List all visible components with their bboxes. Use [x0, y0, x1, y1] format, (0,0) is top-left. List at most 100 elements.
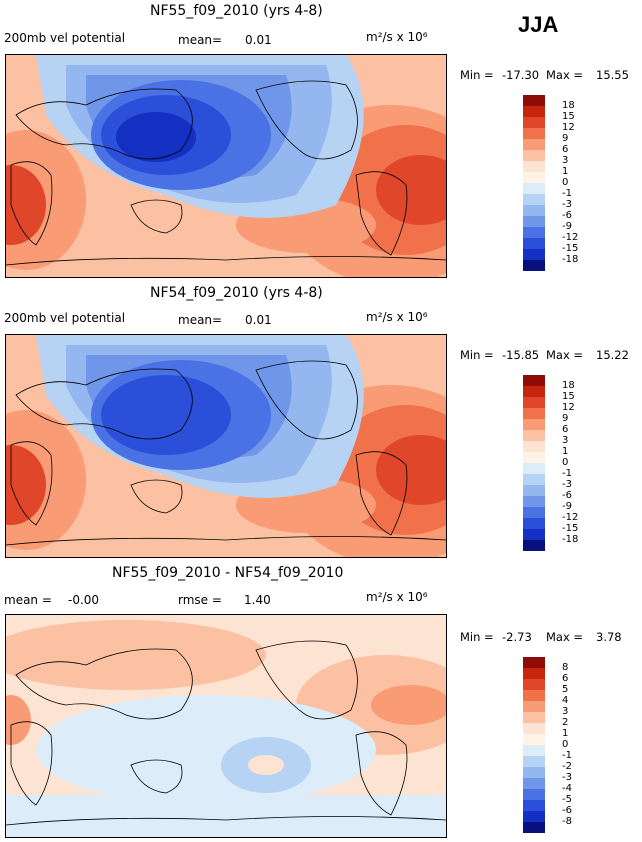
panel-3-level-1: 6	[562, 673, 569, 684]
coast-south-america	[355, 171, 408, 256]
swatch-pos-7	[523, 375, 545, 386]
panel-2-level-12: -12	[562, 512, 579, 523]
panel-1-level-4: 6	[562, 144, 569, 155]
swatch-neg-2	[523, 205, 545, 216]
panel-1-level-10: -6	[562, 210, 572, 221]
panel-1-level-13: -15	[562, 243, 579, 254]
swatch-pos-5	[523, 679, 545, 690]
panel-3-level-0: 8	[562, 662, 569, 673]
panel-2-min-value: -15.85	[502, 348, 540, 362]
panel-3-level-7: 0	[562, 739, 569, 750]
panel-3-level-14: -8	[562, 816, 572, 827]
coastlines	[6, 80, 446, 266]
panel-3-field	[6, 615, 446, 837]
panel-2-mean-label: mean=	[178, 313, 223, 327]
panel-1-map	[5, 54, 447, 278]
swatch-neg-7	[523, 540, 545, 551]
panel-3-title: NF55_f09_2010 - NF54_f09_2010	[112, 565, 344, 581]
panel-3-level-4: 3	[562, 706, 569, 717]
panel-1-colorbar-swatches	[523, 95, 545, 271]
coast-africa	[10, 721, 53, 806]
panel-3-level-8: -1	[562, 750, 572, 761]
panel-2-colorbar-swatches	[523, 375, 545, 551]
swatch-pos-4	[523, 128, 545, 139]
coast-south-america	[355, 451, 408, 536]
coastlines	[6, 640, 446, 826]
swatch-neg-2	[523, 485, 545, 496]
swatch-pos-3	[523, 139, 545, 150]
panel-2-level-1: 15	[562, 391, 575, 402]
panel-1-level-7: 0	[562, 177, 569, 188]
field-positive-core-west	[6, 695, 31, 745]
panel-1-title: NF55_f09_2010 (yrs 4-8)	[150, 3, 323, 19]
swatch-neg-2	[523, 767, 545, 778]
panel-1-level-3: 9	[562, 133, 569, 144]
swatch-neutral-neg	[523, 745, 545, 756]
panel-3-mean-value: -0.00	[68, 593, 100, 607]
panel-2-max-value: 15.22	[596, 348, 629, 362]
panel-3-min-value: -2.73	[502, 630, 532, 644]
panel-2-variable-label: 200mb vel potential	[4, 311, 126, 325]
panel-3-max-label: Max =	[546, 630, 584, 644]
swatch-pos-4	[523, 690, 545, 701]
panel-2-level-10: -6	[562, 490, 572, 501]
swatch-neutral-pos	[523, 734, 545, 745]
swatch-pos-2	[523, 712, 545, 723]
swatch-pos-3	[523, 701, 545, 712]
panel-2-level-5: 3	[562, 435, 569, 446]
panel-1-level-6: 1	[562, 166, 569, 177]
panel-1-variable-label: 200mb vel potential	[4, 31, 126, 45]
swatch-pos-6	[523, 106, 545, 117]
swatch-neg-3	[523, 778, 545, 789]
panel-3-rmse-value: 1.40	[244, 593, 271, 607]
coast-australia	[130, 759, 183, 794]
swatch-neutral-pos	[523, 172, 545, 183]
swatch-neg-5	[523, 518, 545, 529]
panel-2-level-14: -18	[562, 534, 579, 545]
panel-2-units: m²/s x 10⁶	[366, 310, 428, 324]
swatch-pos-6	[523, 386, 545, 397]
panel-3-min-label: Min =	[460, 630, 494, 644]
swatch-pos-5	[523, 397, 545, 408]
field-positive-max-east	[376, 155, 446, 225]
panel-1-level-8: -1	[562, 188, 572, 199]
panel-1-colorbar	[523, 95, 545, 271]
field-positive-max-east	[376, 435, 446, 505]
panel-2-level-2: 12	[562, 402, 575, 413]
panel-3-level-11: -4	[562, 783, 572, 794]
panel-2-title: NF54_f09_2010 (yrs 4-8)	[150, 285, 323, 301]
swatch-pos-1	[523, 161, 545, 172]
swatch-neg-5	[523, 238, 545, 249]
swatch-neg-4	[523, 789, 545, 800]
panel-1-min-value: -17.30	[502, 68, 540, 82]
panel-3-level-9: -2	[562, 761, 572, 772]
panel-3-level-5: 2	[562, 717, 569, 728]
swatch-pos-1	[523, 723, 545, 734]
panel-2-level-9: -3	[562, 479, 572, 490]
swatch-neg-7	[523, 260, 545, 271]
field-southern-band	[6, 795, 446, 837]
swatch-pos-4	[523, 408, 545, 419]
panel-2-level-4: 6	[562, 424, 569, 435]
panel-3-level-10: -3	[562, 772, 572, 783]
swatch-pos-2	[523, 150, 545, 161]
coast-africa	[10, 161, 53, 246]
swatch-neg-5	[523, 800, 545, 811]
coast-north-america	[255, 360, 358, 440]
swatch-neg-4	[523, 507, 545, 518]
panel-1-level-0: 18	[562, 100, 575, 111]
panel-1-level-5: 3	[562, 155, 569, 166]
panel-1-max-value: 15.55	[596, 68, 629, 82]
swatch-neg-1	[523, 756, 545, 767]
swatch-pos-5	[523, 117, 545, 128]
panel-2-level-13: -15	[562, 523, 579, 534]
panel-1-level-11: -9	[562, 221, 572, 232]
panel-3-level-2: 5	[562, 684, 569, 695]
panel-3-units: m²/s x 10⁶	[366, 590, 428, 604]
panel-1-level-14: -18	[562, 254, 579, 265]
swatch-neutral-pos	[523, 452, 545, 463]
coast-africa	[10, 441, 53, 526]
swatch-neg-6	[523, 529, 545, 540]
panel-1-level-1: 15	[562, 111, 575, 122]
panel-3-mean-label: mean =	[4, 593, 52, 607]
